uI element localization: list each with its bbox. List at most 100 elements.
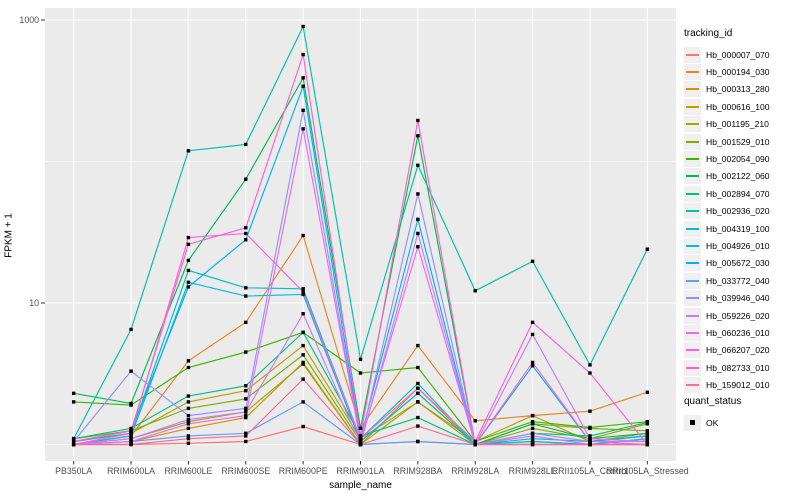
legend-item-label: Hb_159012_010: [706, 380, 770, 391]
legend-item: Hb_001195_210: [684, 116, 798, 133]
data-point: [129, 436, 133, 441]
color-swatch: [686, 331, 699, 334]
legend-key-box: [684, 290, 701, 307]
data-point: [645, 390, 650, 394]
data-point: [244, 389, 248, 393]
data-point: [588, 425, 592, 430]
legend-key-box: [684, 377, 701, 394]
data-point: [301, 362, 305, 366]
data-point: [186, 242, 191, 246]
legend-key-box: [684, 116, 701, 133]
legend-key-box: [684, 220, 701, 237]
y-tick-label: 1000: [19, 15, 39, 25]
data-point: [530, 431, 535, 435]
data-point: [244, 177, 248, 181]
color-swatch: [686, 227, 699, 230]
data-point: [416, 163, 420, 168]
data-point: [301, 290, 305, 294]
data-point: [416, 400, 420, 404]
legend-item: Hb_066207_020: [684, 342, 798, 359]
legend-item-list: Hb_000007_070 Hb_000194_030 Hb_000313_280 H…: [684, 46, 798, 394]
data-point: [358, 436, 363, 441]
color-swatch: [686, 175, 699, 178]
data-point: [530, 413, 535, 418]
color-swatch: [686, 384, 699, 387]
legend-item-label: Hb_059226_020: [706, 310, 770, 321]
y-tick-label: 10: [29, 298, 39, 308]
data-point: [301, 400, 305, 404]
data-point: [244, 226, 248, 230]
data-point: [301, 312, 305, 316]
color-swatch: [686, 244, 699, 247]
data-point: [416, 424, 420, 428]
x-tick-label: RRII105LA_Control: [552, 466, 628, 476]
legend-key-box: [684, 64, 701, 81]
data-point: [530, 259, 535, 264]
data-point: [186, 434, 191, 438]
data-point: [416, 217, 420, 222]
data-point: [244, 406, 248, 411]
square-point-icon: [690, 420, 695, 425]
data-point: [530, 436, 535, 441]
quant-legend-item-label: OK: [706, 417, 719, 428]
data-point: [186, 268, 191, 273]
data-point: [186, 235, 191, 240]
data-point: [301, 233, 305, 238]
data-point: [186, 149, 191, 153]
legend-item-label: Hb_000194_030: [706, 67, 770, 78]
data-point: [416, 415, 420, 420]
legend-item-label: Hb_082733_010: [706, 362, 770, 373]
data-point: [301, 330, 305, 335]
data-point: [530, 422, 535, 426]
quant-legend-title: quant_status: [684, 396, 742, 407]
data-point: [129, 434, 133, 438]
data-point: [416, 391, 420, 396]
data-point: [416, 231, 420, 236]
legend-item: Hb_004319_100: [684, 220, 798, 237]
data-point: [186, 359, 191, 363]
legend-item: Hb_000194_030: [684, 63, 798, 81]
legend-item: Hb_033772_040: [684, 272, 798, 289]
legend-item: Hb_004926_010: [684, 237, 798, 254]
data-point: [588, 363, 592, 367]
data-point: [301, 353, 305, 357]
data-point: [244, 286, 248, 290]
data-point: [416, 343, 420, 348]
data-point: [244, 384, 248, 388]
data-point: [244, 320, 248, 325]
color-swatch: [686, 279, 699, 282]
legend-item-label: Hb_066207_020: [706, 345, 770, 356]
legend-item: Hb_059226_020: [684, 307, 798, 324]
data-point: [645, 434, 650, 438]
data-point: [358, 442, 363, 447]
color-swatch: [686, 88, 699, 91]
data-point: [416, 244, 420, 249]
x-tick-label: RRIM928LA: [451, 466, 499, 476]
data-point: [129, 439, 133, 444]
legend-quant-status: quant_status OK: [684, 396, 798, 431]
data-point: [244, 231, 248, 236]
legend-item: Hb_005672_030: [684, 255, 798, 272]
data-point: [186, 441, 191, 445]
data-point: [129, 429, 133, 433]
data-point: [129, 426, 133, 431]
data-point: [358, 357, 363, 362]
legend-key-box: [684, 359, 701, 376]
x-tick-label: RRII105LA_Stressed: [606, 466, 689, 476]
color-swatch: [686, 192, 699, 195]
data-point: [588, 434, 592, 438]
legend-item: Hb_002122_060: [684, 168, 798, 185]
data-point: [186, 280, 191, 285]
legend-item: Hb_082733_010: [684, 359, 798, 376]
data-point: [186, 419, 191, 424]
data-point: [71, 439, 76, 444]
data-point: [645, 431, 650, 435]
data-point: [645, 439, 650, 444]
x-tick-label: RRIM600LE: [164, 466, 212, 476]
legend-item: Hb_159012_010: [684, 376, 798, 394]
legend-item-label: Hb_001195_210: [706, 119, 769, 130]
legend-item: Hb_001529_010: [684, 133, 798, 150]
data-point: [301, 24, 305, 29]
color-swatch: [686, 158, 699, 161]
